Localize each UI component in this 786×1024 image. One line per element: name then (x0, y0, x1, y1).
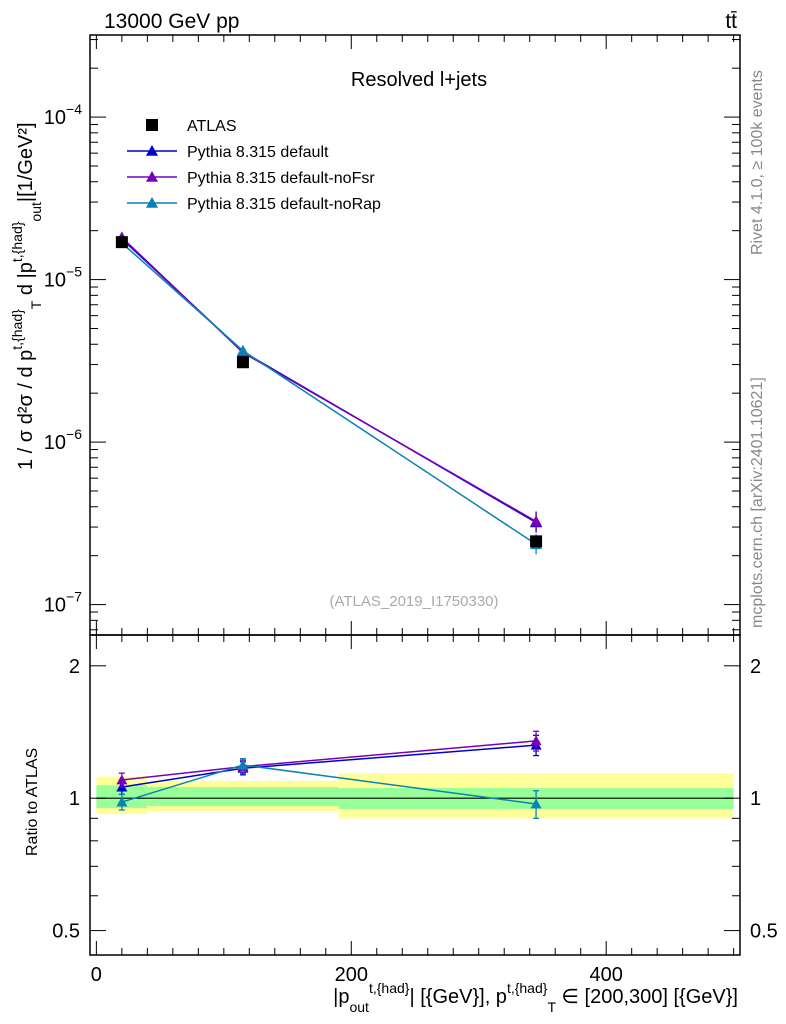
axes-frames (89, 34, 741, 956)
axis-label-text: |poutt,{had}| [{GeV}], pt,{had}T ∈ [200,… (333, 980, 738, 1015)
series-marker (236, 344, 249, 356)
main-series (115, 231, 543, 555)
ratio-marker (116, 774, 128, 785)
chart-title: Resolved l+jets (351, 69, 487, 91)
y-tick-label: 10−4 (44, 101, 82, 129)
ratio-y-tick-label-right: 2 (750, 656, 761, 678)
atlas-data-point (530, 535, 543, 548)
legend-marker (146, 171, 158, 182)
atlas-data-point (115, 236, 128, 249)
legend-marker (146, 145, 158, 156)
ratio-y-tick-label: 2 (69, 656, 80, 678)
y-tick-label: 10−5 (44, 264, 82, 292)
ratio-y-tick-label: 1 (69, 788, 80, 810)
legend-label: Pythia 8.315 default-noFsr (187, 170, 375, 187)
process-label: tt̄ (725, 10, 737, 33)
axis-ticks: 0 200 400 10−7 10−6 10−5 10−4 0.5 0.5 1 1 2 2 (44, 35, 778, 986)
ratio-panel-frame (89, 634, 741, 956)
legend-label: ATLAS (187, 118, 237, 135)
mcplots-label: mcplots.cern.ch [arXiv:2401.10621] (749, 377, 766, 628)
series-line (121, 236, 537, 523)
main-y-axis-label: 1 / σ d²σ / d pt,{had}T d |pt,{had}out|[… (9, 122, 44, 470)
y-tick-label: 10−7 (44, 589, 82, 617)
x-axis-label: |poutt,{had}| [{GeV}], pt,{had}T ∈ [200,… (333, 980, 738, 1015)
energy-label: 13000 GeV pp (104, 10, 239, 33)
legend-marker (146, 197, 158, 208)
ratio-y-tick-label: 0.5 (52, 921, 80, 943)
ratio-marker (530, 735, 542, 746)
ratio-marker (530, 798, 542, 809)
series-marker (530, 515, 543, 527)
ratio-marker (237, 759, 249, 770)
y-tick-label: 10−6 (44, 426, 82, 454)
analysis-watermark: (ATLAS_2019_I1750330) (329, 593, 498, 610)
legend-label: Pythia 8.315 default (187, 144, 329, 161)
ratio-series (116, 730, 542, 819)
legend-marker-atlas (146, 119, 158, 131)
rivet-version-label: Rivet 4.1.0, ≥ 100k events (749, 70, 766, 255)
ratio-y-tick-label-right: 0.5 (750, 921, 778, 943)
ratio-marker (116, 796, 128, 807)
axis-label-text: 1 / σ d²σ / d pt,{had}T d |pt,{had}out|[… (9, 122, 44, 470)
x-tick-label: 200 (335, 964, 368, 986)
legend-label: Pythia 8.315 default-noRap (187, 196, 381, 213)
atlas-data-point (236, 356, 249, 369)
x-tick-label: 400 (589, 964, 622, 986)
ratio-y-tick-label-right: 1 (750, 788, 761, 810)
ratio-y-axis-label: Ratio to ATLAS (24, 748, 41, 856)
legend: ATLAS Pythia 8.315 default Pythia 8.315 de… (127, 118, 381, 213)
x-tick-label: 0 (91, 964, 102, 986)
series-line (121, 238, 537, 524)
series-line (121, 242, 537, 545)
stat-uncertainty-band (147, 787, 339, 806)
